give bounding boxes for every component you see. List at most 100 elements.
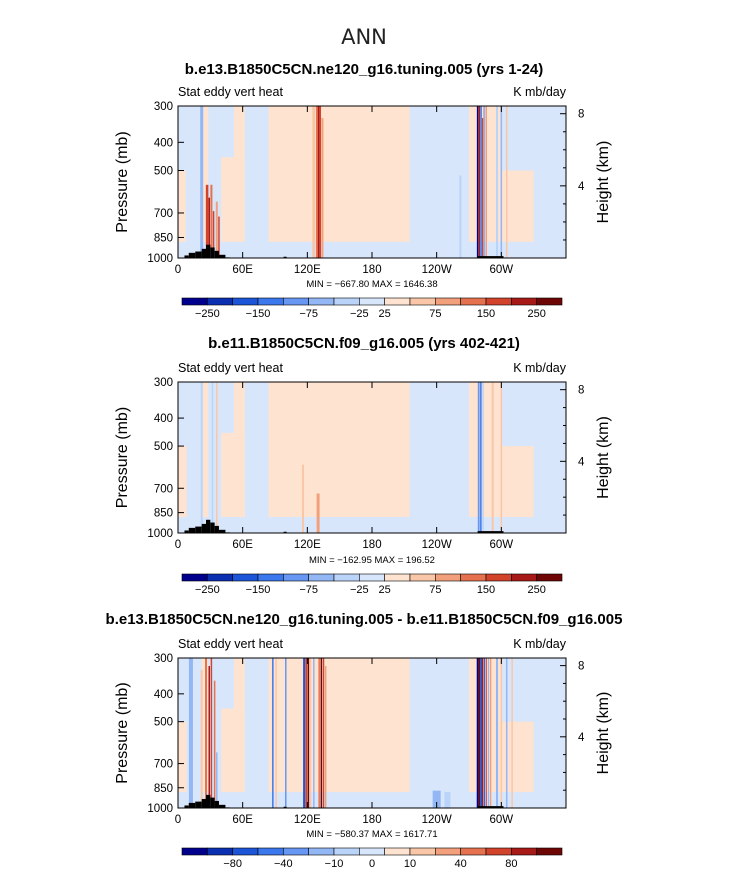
colorbar-swatch [409,573,436,582]
height-tick-label: 8 [578,385,584,397]
terrain-block [188,252,196,258]
x-tick-label: 0 [175,814,181,826]
x-tick-label: 60E [232,539,253,551]
contour-streak [309,658,312,808]
y-tick-label: 300 [154,653,173,665]
colorbar-label: 40 [455,858,467,870]
contour-streak [205,184,209,258]
contour-streak [496,106,499,258]
contour-streak [444,792,451,808]
contour-streak [185,106,192,258]
panel-title: b.e11.B1850C5CN.f09_g16.005 (yrs 402-421… [208,335,520,352]
colorbar-label: −25 [350,584,369,596]
units-label: K mb/day [513,85,567,99]
terrain-block [214,250,219,258]
field-positive-region [221,432,243,533]
terrain-block [184,530,189,533]
colorbar-swatch [384,573,411,582]
contour-streak [482,382,484,533]
x-tick-label: 120W [422,814,452,826]
colorbar-label: −40 [274,858,293,870]
colorbar-swatch [536,847,563,856]
y-tick-label: 850 [154,783,173,795]
field-negative-region [244,106,269,258]
field-negative-region [244,658,269,808]
colorbar-swatch [333,573,360,582]
colorbar-swatch [485,847,512,856]
colorbar-label: 0 [369,858,375,870]
y-tick-label: 500 [154,441,173,453]
contour-streak [312,106,316,258]
terrain-block [201,523,207,533]
terrain-block [210,522,215,533]
field-positive-region [275,658,306,764]
field-negative-region [178,241,566,258]
colorbar-swatch [308,297,335,306]
colorbar-label: −250 [195,584,220,596]
terrain-block [206,244,211,258]
field-negative-region [409,658,469,808]
colorbar-swatch [181,573,208,582]
terrain-block [184,255,189,258]
colorbar-swatch [511,573,537,582]
terrain-block [201,248,207,258]
colorbar-swatch [435,297,461,306]
contour-streak [200,106,204,258]
contour-streak [275,658,277,808]
colorbar-swatch [384,297,411,306]
colorbar-swatch [207,847,233,856]
contour-streak [476,106,479,258]
y-axis-title: Pressure (mb) [114,682,131,783]
terrain-block [218,804,226,808]
variable-label: Stat eddy vert heat [178,637,283,651]
contour-streak [188,658,193,808]
y-tick-label: 1000 [147,253,173,265]
terrain-block [210,797,215,808]
colorbar-swatch [359,297,385,306]
field-negative-region [409,382,469,533]
contour-streak [208,197,211,258]
y-tick-label: 400 [154,689,173,701]
x-tick-label: 180 [362,539,381,551]
x-tick-label: 120E [294,814,321,826]
right-axis-title: Height (km) [595,416,612,499]
x-tick-label: 60W [490,539,514,551]
contour-streak [321,118,324,259]
y-tick-label: 700 [154,483,173,495]
chart-panel-3: b.e13.B1850C5CN.ne120_g16.tuning.005 - b… [106,611,623,870]
colorbar-swatch [460,573,487,582]
contour-streak [500,382,503,533]
y-tick-label: 400 [154,413,173,425]
contour-streak [319,106,322,258]
contour-streak [496,658,499,808]
colorbar-label: 150 [477,308,495,320]
colorbar-label: −80 [223,858,242,870]
terrain-block [195,801,202,808]
panel-title: b.e13.B1850C5CN.ne120_g16.tuning.005 - b… [106,611,623,628]
height-tick-label: 4 [578,456,585,468]
contour-streak [483,106,485,258]
chart-panel-2: b.e11.B1850C5CN.f09_g16.005 (yrs 402-421… [114,335,612,596]
colorbar-swatch [283,847,309,856]
field-positive-region [178,721,187,808]
panel-title: b.e13.B1850C5CN.ne120_g16.tuning.005 (yr… [185,61,544,78]
colorbar-swatch [485,573,512,582]
contour-streak [316,106,319,258]
variable-label: Stat eddy vert heat [178,85,283,99]
y-axis-title: Pressure (mb) [114,131,131,232]
contour-streak [489,658,492,808]
contour-streak [200,669,203,808]
contour-streak [303,658,306,808]
contour-streak [216,382,218,533]
field-positive-region [178,446,187,533]
terrain-block [201,798,207,808]
colorbar-swatch [257,573,284,582]
terrain-block [195,251,202,258]
y-tick-label: 500 [154,717,173,729]
colorbar-label: 150 [477,584,495,596]
contour-streak [215,201,218,258]
terrain-block [477,256,504,258]
colorbar-swatch [207,297,233,306]
colorbar-label: 10 [404,858,416,870]
